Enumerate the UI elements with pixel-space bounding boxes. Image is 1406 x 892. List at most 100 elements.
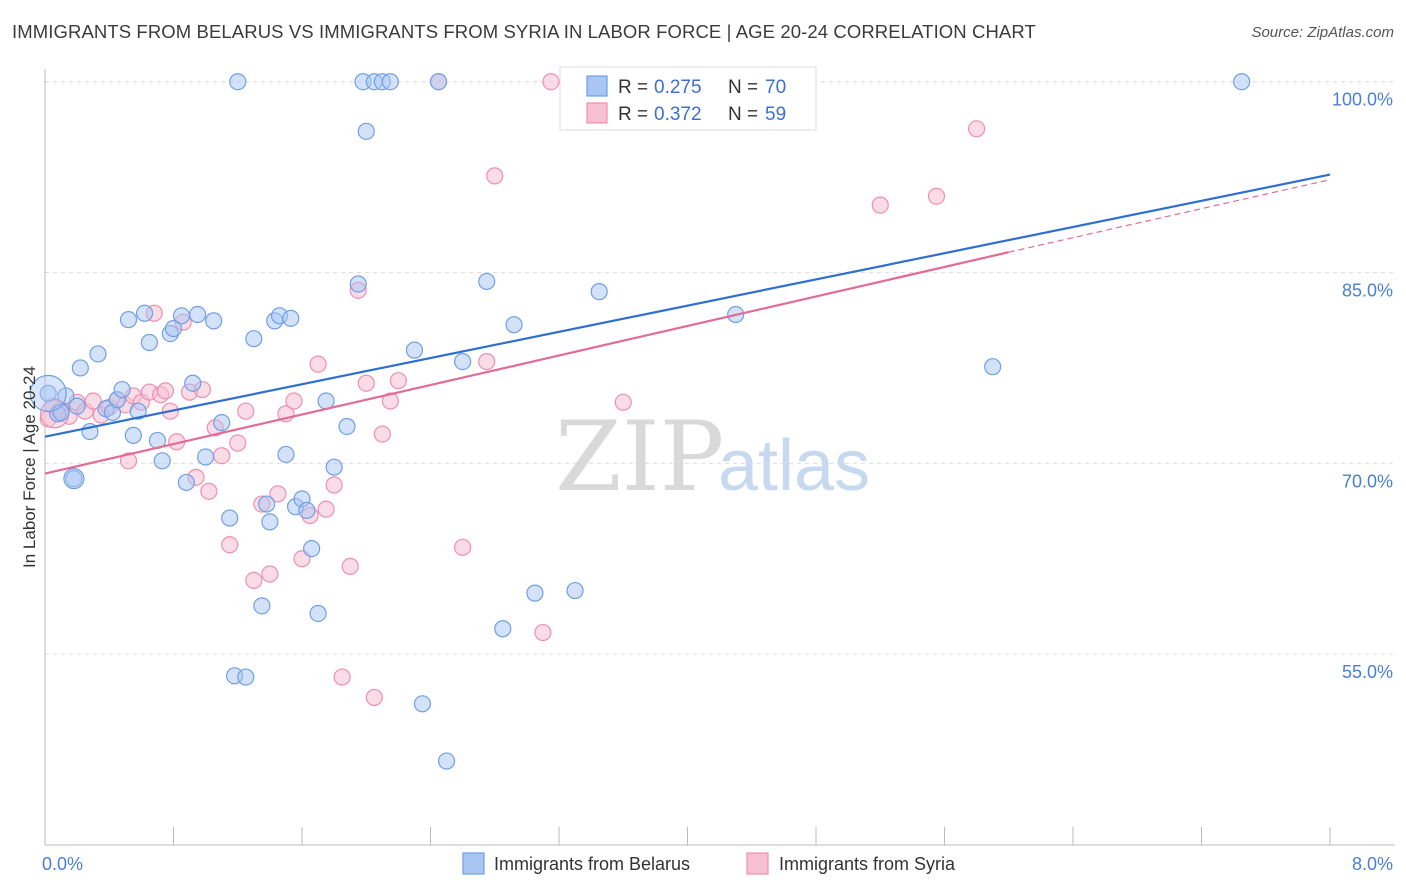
watermark-zip: ZIP <box>555 401 724 513</box>
legend-swatch-syria <box>586 102 608 124</box>
data-point-syria <box>341 557 359 576</box>
data-point-belarus <box>405 341 424 359</box>
data-point-belarus <box>29 374 67 412</box>
data-point-syria <box>486 167 504 185</box>
data-point-belarus <box>71 359 89 377</box>
trend-lines <box>44 173 1331 475</box>
data-point-syria <box>317 500 335 518</box>
series-legend: Immigrants from Belarus Immigrants from … <box>462 852 956 875</box>
data-point-belarus <box>494 620 512 638</box>
legend-n-value: 59 <box>765 104 786 125</box>
data-point-syria <box>119 452 138 470</box>
data-point-belarus <box>140 333 159 352</box>
data-point-belarus <box>113 380 131 399</box>
data-point-syria <box>373 425 391 443</box>
data-point-syria <box>357 374 375 392</box>
legend-label-syria: Immigrants from Syria <box>779 854 956 874</box>
data-point-syria <box>156 382 175 400</box>
stats-legend: R = 0.275 N = 70 R = 0.372 N = 59 <box>559 66 817 131</box>
y-tick-label: 85.0% <box>1342 281 1393 301</box>
data-point-belarus <box>221 509 239 527</box>
x-tick-label: 0.0% <box>42 854 83 874</box>
data-point-syria <box>245 571 263 589</box>
data-point-syria <box>237 402 255 420</box>
legend-label-belarus: Immigrants from Belarus <box>494 854 690 874</box>
data-point-belarus <box>258 495 276 513</box>
data-point-belarus <box>325 458 343 476</box>
data-point-belarus <box>429 73 448 91</box>
data-point-belarus <box>253 597 271 615</box>
legend-n-label: N = <box>728 77 758 98</box>
data-point-syria <box>454 538 472 556</box>
data-point-belarus <box>478 272 496 291</box>
data-point-belarus <box>984 358 1002 376</box>
data-point-belarus <box>184 374 202 392</box>
legend-r-label: R = <box>618 77 648 98</box>
data-point-belarus <box>205 312 223 330</box>
data-point-syria <box>478 352 496 371</box>
legend-swatch-belarus <box>462 852 485 875</box>
data-point-syria <box>285 392 303 410</box>
data-point-syria <box>389 372 407 390</box>
data-point-syria <box>309 355 327 373</box>
data-point-belarus <box>338 417 356 436</box>
data-point-belarus <box>590 283 608 301</box>
data-point-belarus <box>413 695 432 713</box>
syria-points <box>39 73 986 707</box>
data-point-belarus <box>135 304 154 322</box>
data-point-syria <box>213 447 231 465</box>
data-point-syria <box>229 434 247 452</box>
data-point-belarus <box>505 316 523 334</box>
legend-swatch-syria <box>746 852 769 875</box>
data-point-syria <box>927 187 946 205</box>
data-point-belarus <box>381 73 399 91</box>
x-tick-labels: 0.0% 8.0% <box>42 854 1393 874</box>
data-point-syria <box>614 393 632 411</box>
data-point-belarus <box>437 752 456 770</box>
data-point-belarus <box>153 452 171 470</box>
data-point-syria <box>968 120 986 138</box>
data-point-belarus <box>229 73 247 91</box>
source-label: Source: ZipAtlas.com <box>1251 24 1394 41</box>
axes <box>44 69 1395 846</box>
data-point-syria <box>365 688 383 707</box>
data-point-belarus <box>129 402 147 420</box>
legend-r-value: 0.372 <box>654 104 702 125</box>
y-tick-label: 55.0% <box>1342 662 1393 682</box>
watermark-atlas: atlas <box>718 426 870 506</box>
data-point-belarus <box>303 539 321 558</box>
data-point-belarus <box>526 584 544 602</box>
chart-title: IMMIGRANTS FROM BELARUS VS IMMIGRANTS FR… <box>12 21 1036 42</box>
legend-swatch-belarus <box>586 75 608 97</box>
data-point-syria <box>542 73 560 91</box>
data-point-syria <box>333 668 351 686</box>
data-point-syria <box>84 392 102 410</box>
data-point-belarus <box>63 468 85 490</box>
data-point-belarus <box>237 668 255 686</box>
watermark: ZIP atlas <box>555 401 870 513</box>
data-point-belarus <box>89 345 107 363</box>
y-tick-label: 70.0% <box>1342 471 1393 491</box>
data-point-belarus <box>124 426 142 444</box>
data-point-syria <box>261 565 279 583</box>
legend-r-label: R = <box>618 104 648 125</box>
data-point-syria <box>269 485 287 503</box>
data-point-syria <box>325 476 343 494</box>
legend-r-value: 0.275 <box>654 77 702 98</box>
data-point-belarus <box>277 445 295 464</box>
data-point-belarus <box>1233 73 1251 91</box>
data-point-belarus <box>357 122 375 140</box>
data-point-belarus <box>197 448 215 466</box>
data-point-belarus <box>213 414 231 432</box>
y-tick-labels: 55.0% 70.0% 85.0% 100.0% <box>1332 90 1393 682</box>
data-point-belarus <box>119 311 138 329</box>
grid-lines <box>45 81 1395 655</box>
data-point-belarus <box>177 473 195 492</box>
x-tick-label: 8.0% <box>1352 854 1393 874</box>
trend-line-syria-extension <box>1008 179 1331 253</box>
data-point-belarus <box>282 309 300 327</box>
data-point-belarus <box>454 352 472 371</box>
y-axis-label: In Labor Force | Age 20-24 <box>20 366 39 568</box>
data-point-syria <box>871 196 889 214</box>
